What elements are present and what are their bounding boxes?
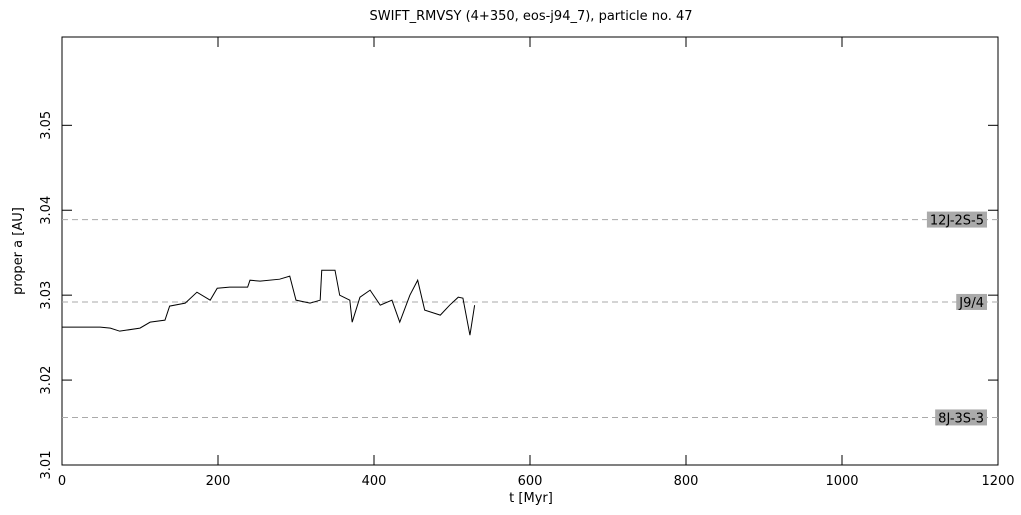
- x-tick-label: 1200: [981, 474, 1014, 489]
- resonance-label: J9/4: [958, 296, 984, 311]
- x-axis-label: t [Myr]: [509, 491, 553, 506]
- resonance-label-bg: [935, 409, 987, 426]
- chart-title: SWIFT_RMVSY (4+350, eos-j94_7), particle…: [369, 9, 692, 24]
- y-tick-label: 3.04: [39, 196, 54, 225]
- y-axis-label: proper a [AU]: [11, 207, 26, 295]
- x-tick-label: 400: [362, 474, 387, 489]
- x-tick-label: 800: [674, 474, 699, 489]
- data-line: [62, 269, 476, 336]
- x-tick-label: 600: [518, 474, 543, 489]
- resonance-label: 8J-3S-3: [938, 411, 984, 426]
- x-tick-label: 0: [58, 474, 66, 489]
- resonance-label-bg: [956, 293, 987, 310]
- x-tick-label: 200: [206, 474, 231, 489]
- y-tick-label: 3.05: [39, 111, 54, 140]
- x-tick-label: 1000: [825, 474, 858, 489]
- y-tick-label: 3.03: [39, 281, 54, 310]
- resonance-label: 12J-2S-5: [930, 214, 984, 229]
- y-tick-label: 3.01: [39, 451, 54, 480]
- plot-frame: [61, 36, 999, 466]
- resonance-label-bg: [926, 211, 987, 228]
- y-tick-label: 3.02: [39, 366, 54, 395]
